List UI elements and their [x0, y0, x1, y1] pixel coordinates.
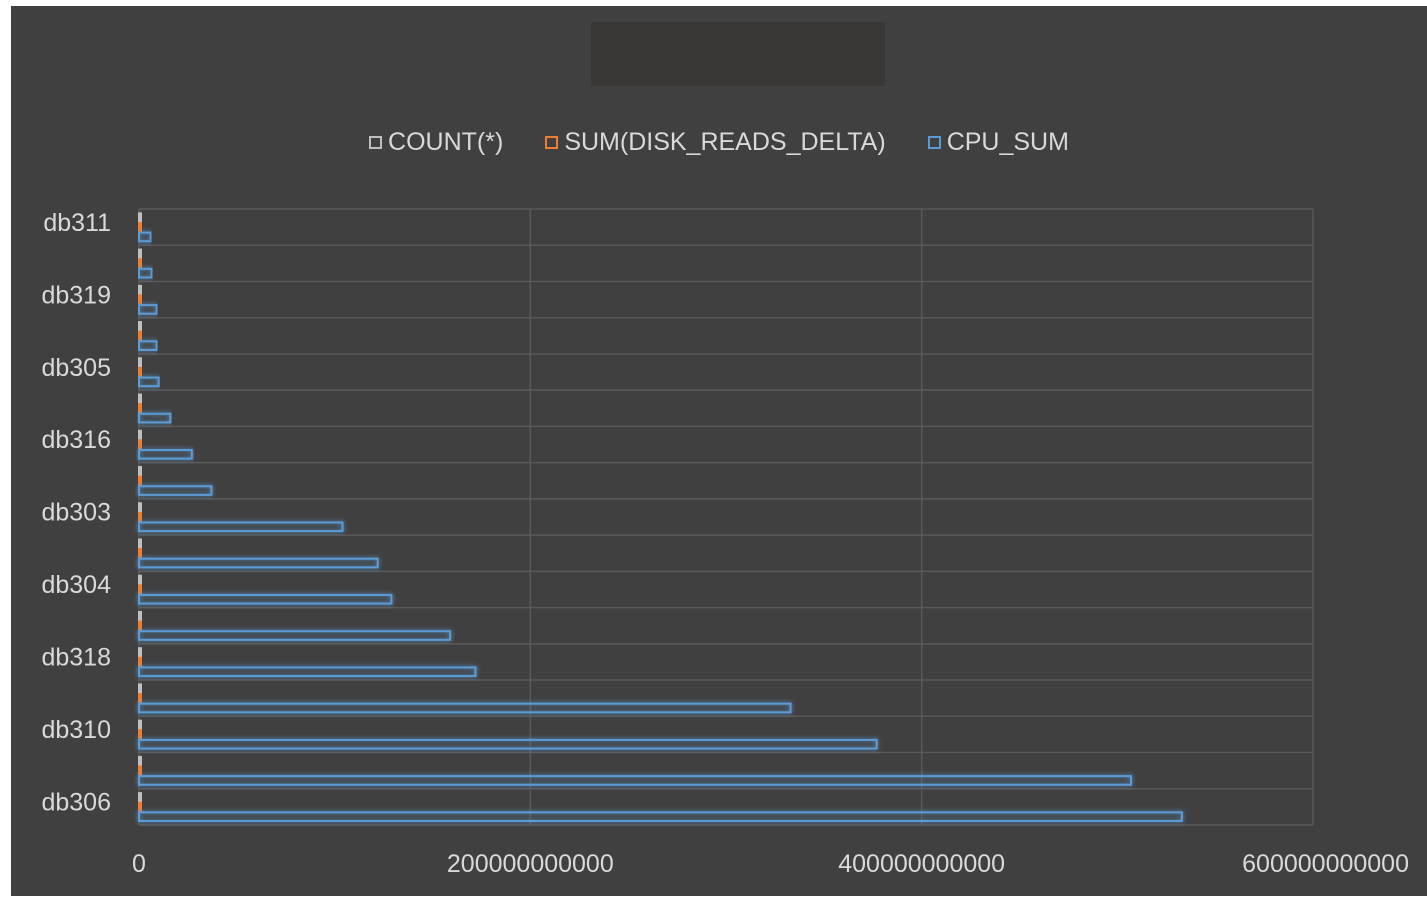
y-axis-category-label: db316: [41, 426, 111, 454]
bar-cpu-sum: [138, 811, 1183, 822]
bar-count: [138, 248, 142, 260]
bar-cpu-sum: [138, 231, 152, 243]
bar-disk-reads: [138, 258, 142, 269]
gridlines: [138, 208, 1314, 826]
y-axis-category-label: db304: [41, 571, 111, 599]
bar-count: [138, 357, 142, 368]
bar-cpu-sum: [138, 775, 1133, 786]
bar-count: [138, 647, 142, 658]
bar-cpu-sum: [138, 593, 393, 605]
bar-disk-reads: [138, 548, 142, 559]
bar-cpu-sum: [138, 267, 153, 279]
bars: [138, 212, 1183, 822]
y-axis-category-label: db303: [41, 499, 111, 527]
bar-disk-reads: [138, 584, 142, 595]
legend-swatch-cpu-sum: [927, 135, 941, 149]
bar-disk-reads: [138, 294, 142, 306]
legend-swatch-disk-reads: [545, 135, 559, 149]
legend-item-cpu-sum: CPU_SUM: [927, 127, 1069, 157]
bar-disk-reads: [138, 620, 142, 632]
legend-label-count: COUNT(*): [388, 127, 504, 156]
bar-disk-reads: [138, 366, 142, 378]
x-axis-tick-label: 400000000000: [838, 850, 1005, 878]
bar-disk-reads: [138, 765, 142, 777]
bar-count: [138, 465, 142, 477]
bar-cpu-sum: [138, 304, 158, 315]
y-axis-category-label: db305: [41, 354, 111, 382]
bar-cpu-sum: [138, 412, 172, 424]
x-axis-tick-labels: 0 200000000000 400000000000 600000000000: [132, 850, 1409, 878]
bar-count: [138, 610, 142, 622]
bar-count: [138, 792, 142, 803]
bar-cpu-sum: [138, 738, 878, 750]
bar-cpu-sum: [138, 449, 193, 460]
legend-swatch-count: [369, 135, 383, 149]
legend-label-disk-reads: SUM(DISK_READS_DELTA): [564, 127, 886, 156]
y-axis-category-label: db319: [41, 281, 111, 309]
legend-item-count: COUNT(*): [369, 128, 503, 157]
bar-disk-reads: [138, 403, 142, 414]
bar-cpu-sum: [138, 666, 477, 678]
bar-count: [138, 393, 142, 405]
chart-title-box: [591, 22, 885, 86]
bar-disk-reads: [138, 475, 142, 487]
bar-cpu-sum: [138, 485, 213, 496]
x-axis-tick-label: 600000000000: [1242, 850, 1409, 878]
bar-disk-reads: [138, 330, 142, 342]
bar-cpu-sum: [138, 702, 792, 714]
bar-cpu-sum: [138, 630, 452, 641]
chart-legend: COUNT(*) SUM(DISK_READS_DELTA) CPU_SUM: [11, 124, 1427, 160]
legend-item-disk-reads: SUM(DISK_READS_DELTA): [545, 127, 886, 157]
bar-count: [138, 502, 142, 513]
bar-count: [138, 284, 142, 296]
bar-disk-reads: [138, 801, 142, 813]
bar-cpu-sum: [138, 376, 160, 388]
bar-count: [138, 683, 142, 695]
y-axis-category-label: db306: [41, 789, 111, 817]
bar-count: [138, 755, 142, 767]
y-axis-labels: db311 db319 db305 db316 db303 db304 db318 db310…: [41, 209, 111, 817]
bar-count: [138, 429, 142, 441]
legend-label-cpu-sum: CPU_SUM: [946, 127, 1069, 156]
bar-disk-reads: [138, 656, 142, 668]
bar-disk-reads: [138, 511, 142, 523]
bar-disk-reads: [138, 221, 142, 233]
bar-disk-reads: [138, 729, 142, 740]
bar-cpu-sum: [138, 557, 379, 569]
x-axis-tick-label: 0: [132, 850, 146, 878]
bar-count: [138, 212, 142, 223]
x-axis-tick-label: 200000000000: [447, 850, 614, 878]
y-axis-category-label: db318: [41, 644, 111, 672]
bar-cpu-sum: [138, 340, 158, 351]
bar-disk-reads: [138, 439, 142, 451]
bar-cpu-sum: [138, 521, 344, 533]
bar-disk-reads: [138, 693, 142, 704]
y-axis-category-label: db311: [43, 209, 111, 237]
y-axis-category-label: db310: [41, 716, 111, 744]
bar-count: [138, 321, 142, 332]
bar-count: [138, 719, 142, 731]
bar-count: [138, 574, 142, 586]
bar-count: [138, 538, 142, 550]
